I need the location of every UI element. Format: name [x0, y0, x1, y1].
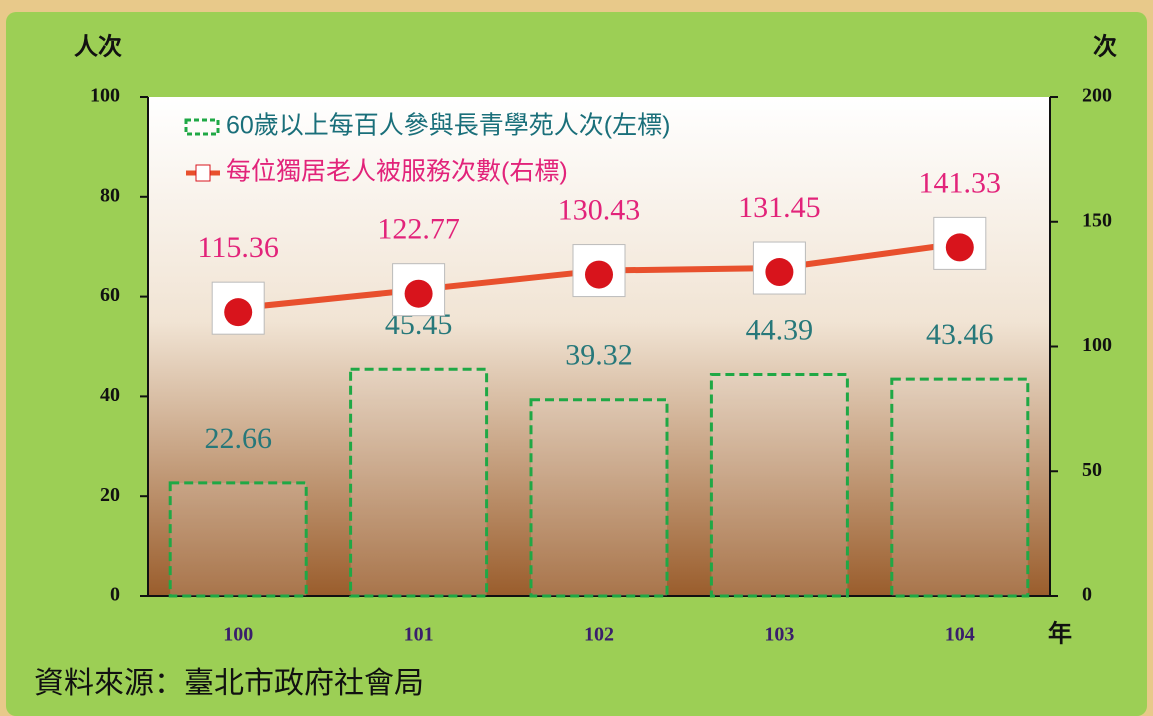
marker-phone — [404, 279, 433, 308]
bar — [890, 377, 1030, 598]
legend-label: 每位獨居老人被服務次數(右標) — [226, 158, 568, 186]
bar — [349, 367, 489, 598]
legend-label: 60歲以上每百人參與長青學苑人次(左標) — [226, 112, 670, 140]
source-note: 資料來源：臺北市政府社會局 — [34, 667, 424, 700]
x-tick-label: 100 — [223, 624, 253, 646]
line-value-label: 122.77 — [377, 213, 460, 246]
line-marker — [392, 263, 446, 317]
bar — [168, 481, 308, 598]
y2-tick-label: 0 — [1082, 584, 1092, 606]
marker-phone — [945, 233, 974, 262]
line-marker — [933, 216, 987, 270]
line-marker — [211, 281, 265, 335]
marker-phone — [765, 258, 794, 287]
bar-value-label: 43.46 — [926, 318, 994, 351]
y-tick-label: 60 — [100, 284, 120, 306]
x-tick-label: 103 — [764, 624, 794, 646]
line-marker — [572, 244, 626, 298]
marker-phone — [224, 298, 253, 327]
y-tick-label: 20 — [100, 484, 120, 506]
line-value-label: 115.36 — [198, 231, 279, 264]
y2-tick-label: 200 — [1082, 85, 1112, 107]
line-value-label: 130.43 — [558, 193, 641, 226]
y2-tick-label: 50 — [1082, 459, 1102, 481]
legend-swatch-marker — [195, 164, 211, 182]
y-tick-label: 40 — [100, 384, 120, 406]
x-axis-label: 年 — [1048, 619, 1072, 647]
y-axis-label: 人次 — [74, 33, 122, 60]
bar — [529, 398, 669, 598]
line-marker — [752, 241, 806, 295]
x-tick-label: 104 — [945, 624, 975, 646]
line-value-label: 141.33 — [919, 166, 1002, 199]
line-value-label: 131.45 — [738, 191, 821, 224]
bar — [709, 372, 849, 598]
y2-axis-label: 次 — [1093, 33, 1117, 60]
y-tick-label: 0 — [110, 584, 120, 606]
y-tick-label: 100 — [90, 85, 120, 107]
legend-swatch — [184, 118, 220, 136]
bar-value-label: 44.39 — [746, 313, 814, 346]
marker-phone — [585, 260, 613, 289]
bar-value-label: 22.66 — [204, 422, 272, 455]
x-tick-label: 102 — [584, 624, 614, 646]
x-tick-label: 101 — [404, 624, 434, 646]
bar-value-label: 39.32 — [565, 339, 633, 372]
plot-area — [148, 97, 1050, 596]
y2-tick-label: 100 — [1082, 334, 1112, 356]
y2-tick-label: 150 — [1082, 209, 1112, 231]
y-tick-label: 80 — [100, 184, 120, 206]
